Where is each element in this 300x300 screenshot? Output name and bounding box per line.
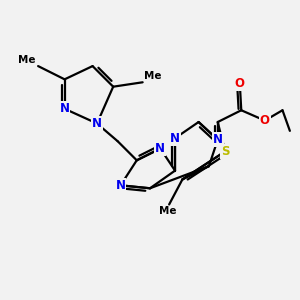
Text: Me: Me xyxy=(18,55,35,64)
Text: N: N xyxy=(116,179,126,192)
Text: Me: Me xyxy=(144,71,162,81)
Text: N: N xyxy=(60,102,70,115)
Text: N: N xyxy=(213,133,223,146)
Text: O: O xyxy=(260,114,270,127)
Text: O: O xyxy=(235,77,245,90)
Text: N: N xyxy=(170,132,180,145)
Text: S: S xyxy=(221,145,229,158)
Text: N: N xyxy=(155,142,165,155)
Text: Me: Me xyxy=(159,206,176,216)
Text: N: N xyxy=(92,117,102,130)
